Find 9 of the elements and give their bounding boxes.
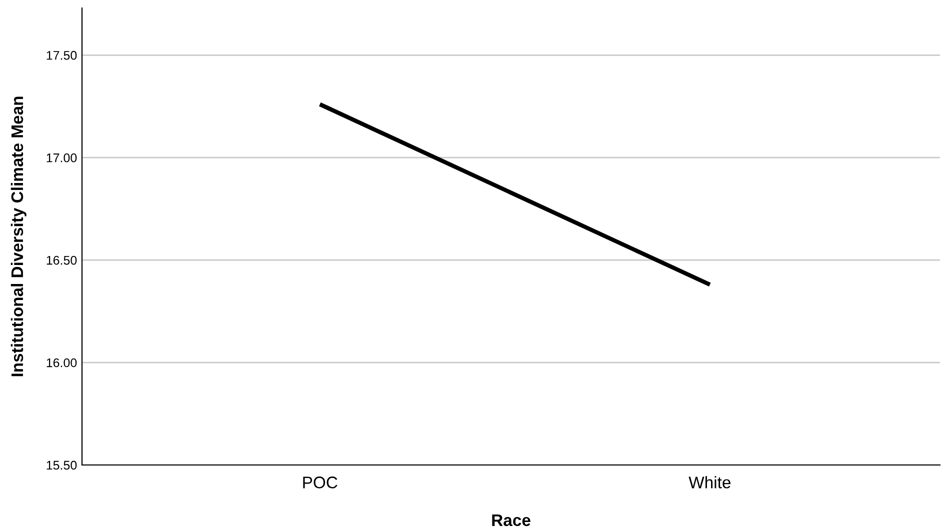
y-tick-label: 17.50 <box>46 50 77 60</box>
y-tick-label: 16.50 <box>46 256 77 265</box>
y-axis-title: Institutional Diversity Climate Mean <box>10 96 26 376</box>
y-tick-label: 17.00 <box>46 153 77 162</box>
y-tick-label: 15.50 <box>46 460 77 470</box>
x-tick-label: White <box>688 476 730 488</box>
x-tick-label: POC <box>303 476 338 488</box>
x-axis-title: Race <box>492 514 530 526</box>
y-tick-label: 16.00 <box>46 358 77 368</box>
